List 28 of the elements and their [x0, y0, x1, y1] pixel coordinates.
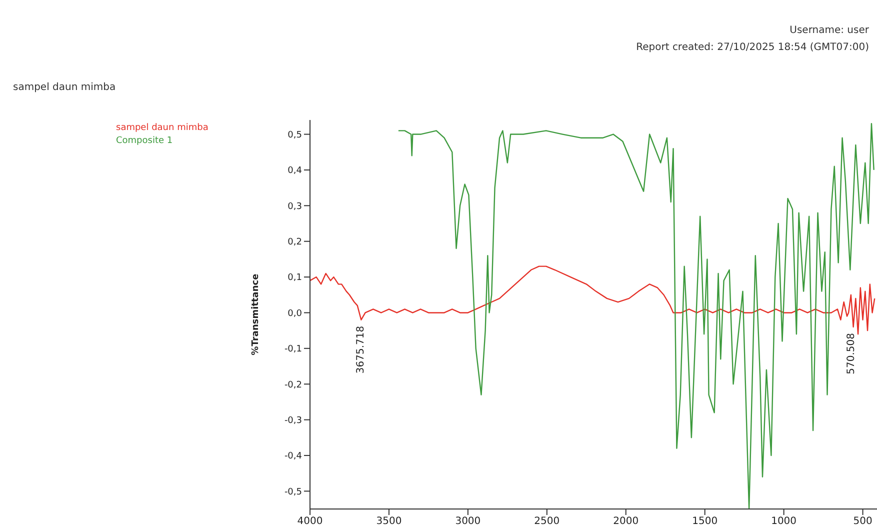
- x-tick-label: 1000: [771, 516, 797, 528]
- x-tick-label: 4000: [297, 516, 323, 528]
- y-tick-label: -0,1: [284, 344, 302, 355]
- y-tick-label: 0,4: [288, 166, 302, 176]
- y-tick-label: -0,2: [284, 380, 302, 390]
- x-tick-label: 500: [853, 516, 872, 528]
- y-tick-label: 0,3: [288, 202, 302, 212]
- y-tick-label: 0,1: [288, 273, 302, 284]
- x-tick-label: 3000: [455, 516, 481, 528]
- annotation: 570.508: [846, 332, 858, 374]
- y-tick-label: -0,5: [284, 487, 302, 498]
- y-tick-label: -0,3: [284, 416, 302, 426]
- annotation: 3675.718: [356, 326, 367, 374]
- y-tick-label: 0,0: [288, 308, 302, 319]
- x-tick-label: 1500: [692, 516, 718, 528]
- y-tick-label: 0,5: [288, 130, 302, 140]
- y-tick-label: -0,4: [284, 452, 302, 462]
- text: Report created: 27/10/2025 18:54 (GMT07:00): [636, 41, 869, 55]
- text: Username: user: [788, 24, 869, 38]
- text: Composite 1: [116, 136, 173, 146]
- text: sampel daun mimba: [116, 123, 208, 133]
- x-tick-label: 2500: [534, 516, 560, 528]
- x-tick-label: 2000: [613, 516, 639, 528]
- y-axis-title: %Transmittance: [251, 274, 262, 356]
- text: sampel daun mimba: [13, 82, 116, 93]
- x-tick-label: 3500: [376, 516, 402, 528]
- line-series: [398, 122, 874, 509]
- y-tick-label: 0,2: [288, 238, 302, 248]
